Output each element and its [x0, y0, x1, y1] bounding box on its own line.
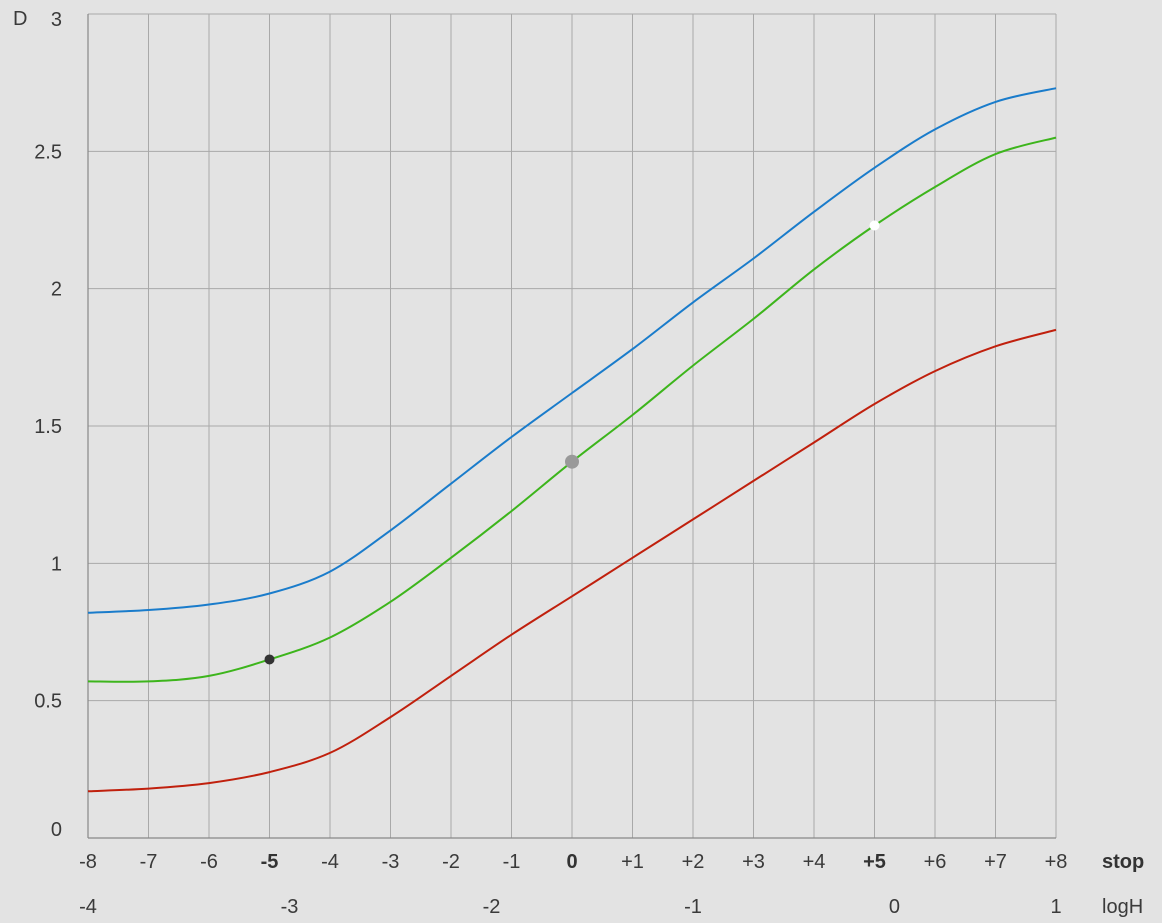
stop-tick-label: -4 — [321, 851, 339, 873]
stop-tick-label: -8 — [79, 851, 97, 873]
data-point-marker-1 — [264, 654, 275, 665]
y-axis-label: D — [13, 8, 27, 30]
series-line-1 — [87, 87, 1057, 614]
grid — [87, 13, 1057, 839]
stop-tick-label: +1 — [621, 851, 644, 873]
logH-tick-label: 1 — [1050, 896, 1061, 918]
stop-tick-label: +8 — [1045, 851, 1068, 873]
y-tick-label: 1 — [51, 553, 62, 575]
stop-tick-label: -7 — [140, 851, 158, 873]
logH-tick-label: 0 — [889, 896, 900, 918]
stop-tick-label: +5 — [863, 851, 886, 873]
markers-layer — [264, 220, 880, 665]
axes — [87, 14, 1056, 839]
stop-tick-label: -6 — [200, 851, 218, 873]
stop-tick-label: -2 — [442, 851, 460, 873]
y-tick-label: 3 — [51, 9, 62, 31]
logH-axis-label: logH — [1102, 896, 1143, 918]
stop-tick-label: 0 — [566, 851, 577, 873]
y-tick-label: 1.5 — [34, 416, 62, 438]
stop-tick-label: -5 — [261, 851, 279, 873]
stop-axis-label: stop — [1102, 851, 1144, 873]
logH-tick-label: -3 — [281, 896, 299, 918]
stop-tick-label: +3 — [742, 851, 765, 873]
stop-tick-label: +2 — [682, 851, 705, 873]
logH-tick-label: -4 — [79, 896, 97, 918]
stop-tick-label: -3 — [382, 851, 400, 873]
logH-tick-label: -2 — [483, 896, 501, 918]
logH-tick-label: -1 — [684, 896, 702, 918]
y-tick-label: 2 — [51, 279, 62, 301]
y-tick-label: 0 — [51, 819, 62, 841]
stop-tick-label: -1 — [503, 851, 521, 873]
stop-tick-label: +6 — [924, 851, 947, 873]
data-point-marker-2 — [565, 454, 579, 469]
series-line-3 — [87, 328, 1057, 793]
stop-tick-label: +4 — [803, 851, 826, 873]
stop-tick-label: +7 — [984, 851, 1007, 873]
y-tick-label: 2.5 — [34, 141, 62, 163]
labels-layer: 0 0.5 1 1.5 2 2.5 3 D -8 -7 -6 -5 -4 -3 -2 -1 0 +1 +2 +3 +4 +… — [13, 8, 1144, 918]
y-tick-label: 0.5 — [34, 691, 62, 713]
data-point-marker-3 — [869, 220, 880, 231]
